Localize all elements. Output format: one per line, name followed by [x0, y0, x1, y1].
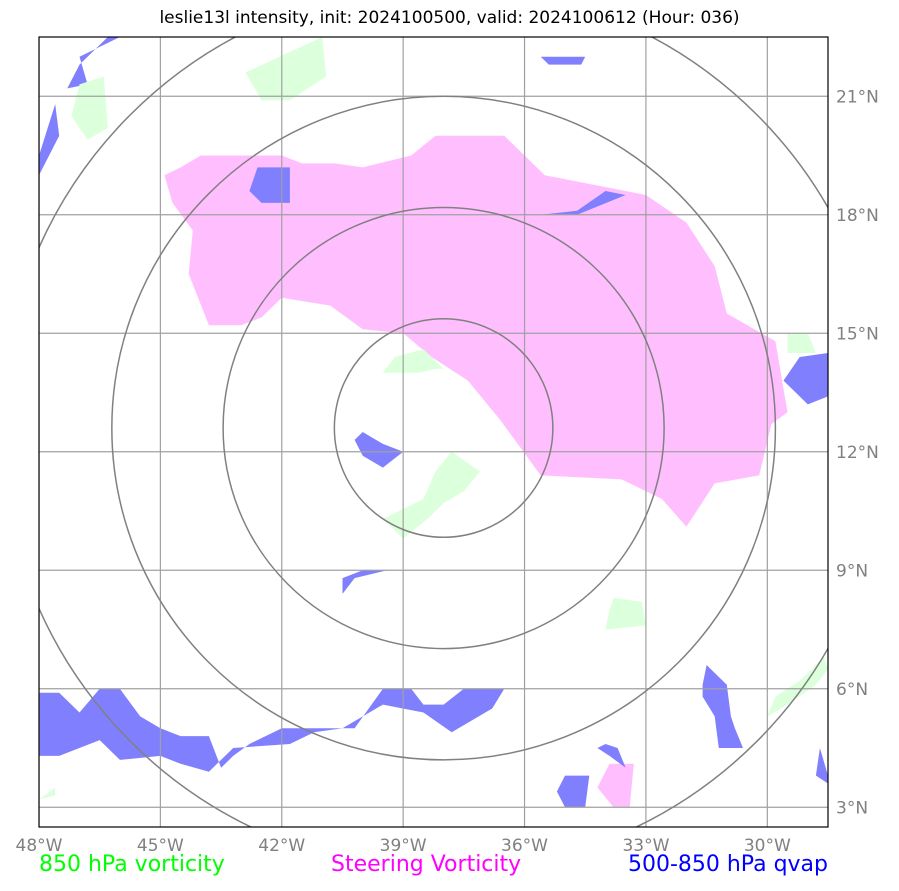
850-hpa-vorticity-region [39, 787, 56, 800]
lon-tick-label: 36°W [501, 836, 548, 856]
850-hpa-vorticity-region [382, 349, 444, 373]
lat-tick-label: 15°N [836, 324, 879, 344]
lon-tick-label: 30°W [744, 836, 791, 856]
lat-tick-label: 12°N [836, 443, 879, 463]
map-frame [38, 36, 829, 828]
steering-vorticity-region [597, 763, 634, 808]
500-850-hpa-qvap-region [597, 744, 626, 768]
500-850-hpa-qvap-region [556, 775, 590, 808]
lat-tick-label: 21°N [836, 87, 879, 107]
lat-tick-label: 3°N [836, 798, 868, 818]
500-850-hpa-qvap-region [540, 56, 586, 65]
500-850-hpa-qvap-region [702, 665, 743, 748]
500-850-hpa-qvap-region [67, 37, 120, 89]
lon-tick-label: 48°W [16, 836, 63, 856]
500-850-hpa-qvap-region [815, 748, 828, 784]
500-850-hpa-qvap-region [249, 167, 290, 203]
500-850-hpa-qvap-region [354, 432, 404, 468]
850-hpa-vorticity-region [245, 37, 327, 101]
map-title: leslie13l intensity, init: 2024100500, v… [159, 8, 740, 28]
legend-steering-vorticity: Steering Vorticity [331, 852, 522, 877]
850-hpa-vorticity-region [787, 333, 816, 353]
850-hpa-vorticity-region [382, 451, 480, 539]
lon-tick-label: 45°W [137, 836, 184, 856]
500-850-hpa-qvap-region [342, 570, 387, 594]
lon-tick-label: 39°W [380, 836, 427, 856]
500-850-hpa-qvap-region [540, 191, 626, 215]
lat-tick-label: 6°N [836, 680, 868, 700]
legend-qvap: 500-850 hPa qvap [627, 852, 828, 877]
lon-tick-label: 33°W [622, 836, 669, 856]
lon-tick-label: 42°W [258, 836, 305, 856]
steering-vorticity-region [164, 135, 788, 527]
850-hpa-vorticity-region [71, 76, 108, 140]
lat-tick-label: 9°N [836, 561, 868, 581]
legend-850-vorticity: 850 hPa vorticity [39, 852, 225, 877]
range-ring [222, 206, 665, 650]
500-850-hpa-qvap-region [783, 353, 828, 405]
range-ring [111, 95, 777, 761]
850-hpa-vorticity-region [605, 597, 646, 630]
500-850-hpa-qvap-region [39, 688, 505, 772]
500-850-hpa-qvap-region [39, 104, 60, 176]
lat-tick-label: 18°N [836, 206, 879, 226]
range-ring [333, 318, 554, 539]
